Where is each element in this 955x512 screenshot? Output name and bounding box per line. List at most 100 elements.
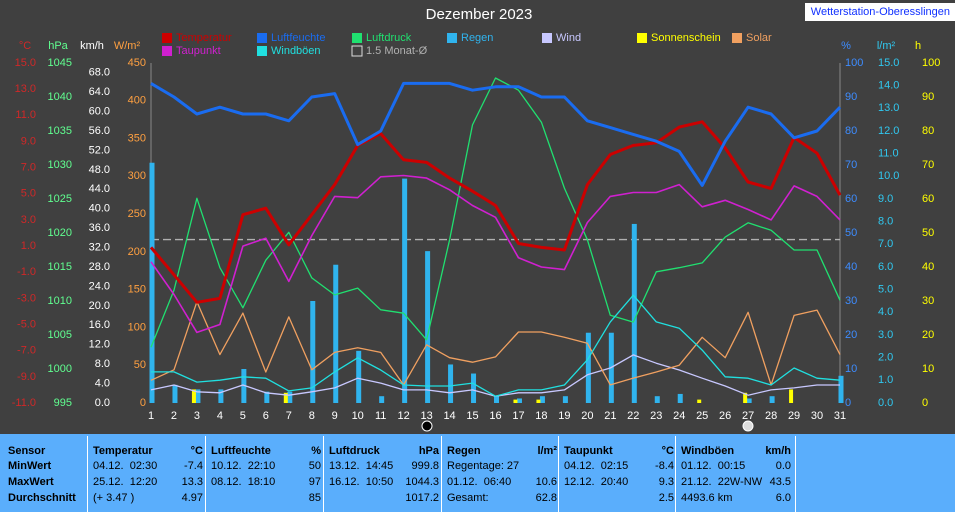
column-header: Temperatur	[93, 445, 153, 457]
bar	[697, 399, 702, 403]
y-tick-label: 200	[128, 246, 146, 258]
y-tick-label: 250	[128, 208, 146, 220]
column-header: Regen	[447, 445, 481, 457]
y-tick-label: 10	[922, 363, 934, 375]
x-tick-label: 22	[627, 410, 639, 422]
y-tick-label: 70	[845, 159, 857, 171]
cell-left: Regentage: 27	[447, 460, 520, 472]
cell-right: 50	[308, 460, 321, 472]
column-unit: %	[311, 445, 321, 457]
y-tick-label: 3.0	[21, 214, 36, 226]
cell-left: 10.12. 22:10	[211, 460, 276, 472]
y-tick-label: 1.0	[21, 240, 36, 252]
bar	[333, 264, 339, 403]
y-tick-label: 50	[922, 227, 934, 239]
bar	[516, 398, 522, 403]
legend-swatch	[352, 33, 362, 43]
y-tick-label: 10	[845, 363, 857, 375]
legend-label: Solar	[746, 32, 772, 44]
column-divider	[558, 436, 559, 512]
y-tick-label: 40	[922, 261, 934, 273]
line-series	[150, 81, 842, 187]
x-tick-label: 18	[535, 410, 547, 422]
cell-right: 2.5	[658, 492, 674, 504]
x-tick-label: 28	[765, 410, 777, 422]
y-tick-label: -3.0	[17, 292, 36, 304]
y-tick-label: 90	[845, 91, 857, 103]
x-tick-label: 26	[719, 410, 731, 422]
x-tick-label: 3	[194, 410, 200, 422]
bar	[513, 399, 518, 403]
y-tick-label: 20	[922, 329, 934, 341]
cell-left: 08.12. 18:10	[211, 476, 276, 488]
cell-left: 4493.6 km	[681, 492, 733, 504]
cell-right: -7.4	[184, 460, 203, 472]
bar	[218, 389, 224, 403]
x-tick-label: 29	[788, 410, 800, 422]
y-tick-label: 12.0	[89, 339, 110, 351]
axis-unit: %	[841, 40, 851, 52]
legend-swatch	[351, 45, 363, 57]
bar	[743, 392, 748, 403]
cell-right: 97	[308, 476, 321, 488]
column-unit: °C	[190, 445, 203, 457]
y-tick-label: 40	[845, 261, 857, 273]
y-tick-label: 150	[128, 284, 146, 296]
bar	[536, 399, 541, 403]
x-tick-label: 16	[489, 410, 501, 422]
legend-swatch	[257, 33, 267, 43]
bar	[448, 364, 454, 403]
bar	[562, 396, 568, 403]
y-tick-label: 11.0	[878, 148, 899, 160]
row-label: MinWert	[8, 460, 52, 472]
y-tick-label: 30	[845, 295, 857, 307]
legend-swatch	[257, 46, 267, 56]
y-tick-label: 1015	[48, 261, 72, 273]
x-tick-label: 24	[673, 410, 685, 422]
column-unit: °C	[661, 445, 674, 457]
y-tick-label: 1025	[48, 193, 72, 205]
y-tick-label: 100	[845, 57, 863, 69]
column-divider	[795, 436, 796, 512]
bar	[425, 251, 431, 403]
bar	[283, 392, 288, 403]
bar	[191, 389, 196, 403]
y-tick-label: 5.0	[878, 284, 893, 296]
x-tick-label: 6	[263, 410, 269, 422]
bar	[149, 162, 155, 403]
y-tick-label: 64.0	[89, 86, 110, 98]
y-tick-label: 0	[140, 397, 146, 409]
y-tick-label: 1040	[48, 91, 72, 103]
y-tick-label: 4.0	[95, 377, 110, 389]
cell-left: 01.12. 00:15	[681, 460, 746, 472]
legend-label: Luftdruck	[366, 32, 412, 44]
y-tick-label: 4.0	[878, 306, 893, 318]
legend-label: Regen	[461, 32, 493, 44]
bar	[746, 398, 752, 403]
legend-label: Luftfeuchte	[271, 32, 325, 44]
line-series	[150, 174, 841, 334]
legend-swatch	[542, 33, 552, 43]
y-tick-label: 14.0	[878, 80, 899, 92]
y-tick-label: 7.0	[21, 162, 36, 174]
y-tick-label: 36.0	[89, 222, 110, 234]
cell-left: (+ 3.47 )	[93, 492, 135, 504]
y-tick-label: -5.0	[17, 318, 36, 330]
column-header: Luftfeuchte	[211, 445, 271, 457]
y-tick-label: 5.0	[21, 188, 36, 200]
x-tick-label: 9	[332, 410, 338, 422]
y-tick-label: 1000	[48, 363, 72, 375]
line-series	[149, 120, 842, 304]
legend-label: Windböen	[271, 45, 321, 57]
cell-right: 85	[308, 492, 321, 504]
column-divider	[441, 436, 442, 512]
y-tick-label: 1.0	[878, 374, 893, 386]
x-tick-label: 23	[650, 410, 662, 422]
legend-label: Temperatur	[176, 32, 232, 44]
legend-swatch	[162, 33, 172, 43]
cell-left: 12.12. 20:40	[564, 476, 629, 488]
x-tick-label: 5	[240, 410, 246, 422]
chart: Wetterstation-Oberesslingen Dezember 202…	[12, 3, 955, 432]
y-tick-label: 8.0	[95, 358, 110, 370]
